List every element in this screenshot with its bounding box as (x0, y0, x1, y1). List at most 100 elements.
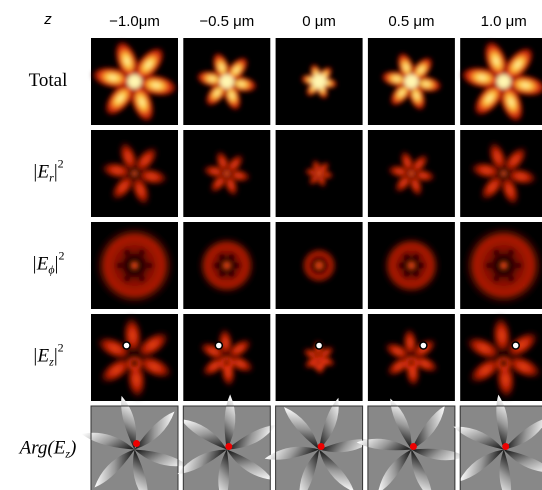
dark-spot (139, 249, 145, 255)
image-panel (357, 399, 466, 490)
row-label-prefix: |E (32, 162, 49, 183)
phase-marker (225, 443, 232, 450)
dark-spot (229, 272, 235, 278)
center (224, 171, 229, 176)
marker (512, 342, 519, 349)
row-label-sup: 2 (58, 340, 64, 354)
dark-spot (219, 253, 225, 259)
image-panel (177, 394, 276, 490)
phase-marker (410, 443, 417, 450)
image-panel (183, 38, 270, 125)
center (317, 171, 322, 176)
dark-spot (403, 253, 409, 259)
dark-spot (139, 276, 145, 282)
dark-spot (485, 263, 491, 269)
marker (420, 342, 427, 349)
marker (316, 342, 323, 349)
intensity (93, 224, 175, 306)
dark-spot (124, 249, 130, 255)
dark-spot (213, 263, 219, 269)
intensity (300, 247, 338, 285)
image-panel (368, 130, 455, 217)
row-label-suffix: ) (69, 438, 76, 459)
dark-spot (414, 272, 420, 278)
phase-marker (502, 443, 509, 450)
dark-spot (419, 263, 425, 269)
column-header: −0.5 μm (199, 13, 254, 30)
dark-spot (234, 263, 240, 269)
phase-marker (133, 440, 140, 447)
dark-spot (398, 263, 404, 269)
dark-spot (219, 272, 225, 278)
marker (215, 342, 222, 349)
column-header: 0 μm (302, 13, 336, 30)
image-panel (91, 222, 178, 309)
corner-label: z (43, 11, 52, 28)
center (220, 75, 234, 89)
image-panel (368, 314, 455, 401)
row-label-prefix: Arg(E (18, 438, 66, 459)
dark-spot (229, 253, 235, 259)
image-panel (453, 395, 542, 490)
image-panel (276, 314, 363, 401)
dark-spot (508, 249, 514, 255)
row-label: Arg(Ez) (18, 438, 77, 460)
center (223, 262, 231, 270)
image-panel (368, 38, 455, 125)
dark-spot (414, 253, 420, 259)
image-panel (82, 396, 188, 490)
row-label-prefix: |E (32, 346, 49, 367)
row-label-sup: 2 (58, 156, 64, 170)
image-panel (91, 130, 178, 217)
phase-marker (318, 443, 325, 450)
column-header: 0.5 μm (388, 13, 434, 30)
row-label-prefix: |E (32, 254, 49, 275)
row-label: |Er|2 (32, 156, 63, 184)
panel-grid (82, 37, 542, 490)
image-panel (276, 130, 363, 217)
column-header: −1.0μm (109, 13, 160, 30)
dark-spot (508, 276, 514, 282)
dark-spot (403, 272, 409, 278)
center (128, 75, 142, 89)
center (312, 75, 326, 89)
column-header: 1.0 μm (481, 13, 527, 30)
figure: z −1.0μm −0.5 μm 0 μm 0.5 μm 1.0 μm Total |Er|2… (0, 0, 542, 490)
center (407, 262, 415, 270)
center (500, 262, 508, 270)
dark-spot (116, 263, 122, 269)
row-label: |Eϕ|2 (32, 248, 65, 276)
center (409, 171, 414, 176)
row-label: Total (29, 70, 68, 91)
dark-spot (147, 263, 153, 269)
intensity (381, 236, 441, 296)
center (315, 262, 323, 270)
dark-spot (516, 263, 522, 269)
image-panel (368, 222, 455, 309)
image-panel (265, 398, 374, 490)
center (131, 262, 139, 270)
center (132, 171, 137, 176)
dark-spot (493, 276, 499, 282)
marker (123, 342, 130, 349)
center (497, 75, 511, 89)
dark-spot (493, 249, 499, 255)
image-panel (91, 313, 179, 402)
center (501, 171, 506, 176)
image-panel (183, 222, 270, 309)
intensity (197, 236, 257, 296)
image-panel (460, 130, 542, 217)
image-panel (183, 314, 270, 401)
image-panel (276, 38, 363, 125)
image-panel (460, 222, 542, 309)
row-label-sup: 2 (58, 248, 64, 262)
image-panel (276, 222, 363, 309)
image-panel (459, 37, 542, 126)
intensity (463, 224, 542, 306)
image-panel (183, 130, 270, 217)
image-panel (90, 37, 179, 126)
image-panel (460, 313, 542, 402)
row-label: |Ez|2 (32, 340, 63, 368)
dark-spot (124, 276, 130, 282)
center (404, 75, 418, 89)
